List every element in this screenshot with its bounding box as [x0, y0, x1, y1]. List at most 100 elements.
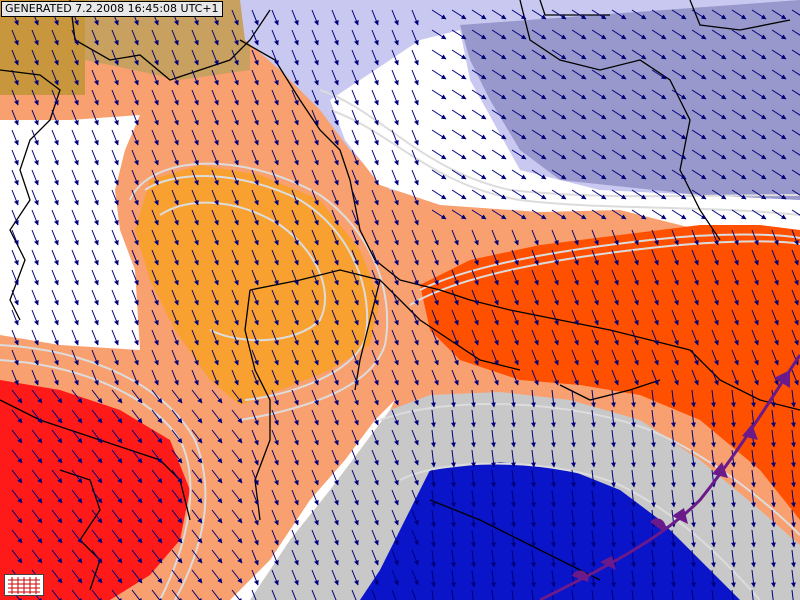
wind-arrow-icon [451, 149, 467, 160]
wind-arrow-icon [751, 229, 759, 246]
wind-arrow-icon [111, 449, 123, 464]
fill-red [0, 380, 190, 600]
wind-arrow-icon [530, 529, 536, 548]
wind-arrow-icon [211, 109, 219, 126]
wind-arrow-icon [291, 469, 299, 486]
wind-arrow-icon [91, 189, 99, 206]
wind-arrow-icon [151, 129, 159, 146]
wind-arrow-icon [391, 449, 399, 466]
wind-arrow-icon [471, 69, 487, 80]
wind-arrow-icon [490, 409, 496, 428]
wind-arrow-icon [371, 69, 379, 86]
wind-arrow-icon [450, 409, 456, 428]
wind-arrow-icon [730, 469, 736, 488]
wind-arrow-icon [191, 389, 203, 404]
wind-arrow-icon [71, 489, 83, 504]
wind-arrow-icon [571, 109, 587, 120]
wind-arrow-icon [31, 329, 39, 346]
wind-arrow-icon [411, 289, 419, 306]
wind-arrow-icon [231, 329, 239, 346]
wind-arrow-icon [691, 169, 707, 180]
wind-arrow-icon [791, 69, 800, 76]
wind-arrow-icon [590, 529, 596, 548]
wind-arrow-icon [550, 509, 556, 528]
wind-arrow-icon [291, 69, 299, 86]
wind-arrow-icon [631, 129, 647, 140]
wind-arrow-icon [591, 29, 607, 40]
wind-arrow-icon [590, 549, 596, 568]
wind-arrow-icon [750, 529, 756, 548]
wind-arrow-icon [351, 389, 359, 406]
wind-arrow-icon [171, 309, 179, 326]
wind-arrow-icon [191, 209, 199, 226]
wind-arrow-icon [591, 249, 599, 266]
wind-arrow-icon [571, 369, 579, 386]
wind-arrow-icon [791, 369, 799, 386]
wind-arrow-icon [51, 389, 63, 404]
wind-arrow-icon [671, 269, 679, 286]
wind-arrow-icon [11, 189, 19, 206]
wind-arrow-icon [391, 329, 399, 346]
wind-arrow-icon [291, 149, 299, 166]
wind-arrow-icon [471, 309, 479, 326]
wind-arrow-icon [611, 49, 627, 60]
wind-arrow-icon [131, 29, 139, 46]
wind-arrow-icon [770, 429, 776, 448]
wind-arrow-icon [710, 409, 716, 428]
wind-arrow-icon [231, 449, 243, 464]
wind-arrow-icon [171, 469, 183, 484]
wind-arrow-icon [391, 269, 399, 286]
wind-arrow-icon [231, 469, 243, 484]
wind-arrow-icon [211, 429, 223, 444]
wind-arrow-icon [291, 529, 299, 546]
wind-arrow-icon [271, 549, 279, 566]
wind-arrow-icon [271, 29, 279, 46]
wind-arrow-icon [670, 449, 676, 468]
wind-arrow-icon [430, 549, 436, 568]
wind-arrow-icon [491, 9, 507, 20]
wind-arrow-icon [551, 109, 567, 120]
wind-arrow-icon [571, 149, 587, 160]
wind-arrow-icon [771, 129, 787, 140]
wind-arrow-icon [771, 189, 787, 200]
wind-arrow-icon [590, 449, 596, 468]
wind-arrow-icon [131, 289, 139, 306]
wind-arrow-icon [391, 429, 399, 446]
wind-arrow-icon [91, 429, 103, 444]
wind-arrow-icon [91, 529, 103, 544]
wind-arrow-icon [391, 189, 399, 206]
wind-arrow-icon [751, 349, 759, 366]
wind-arrow-icon [311, 409, 319, 426]
wind-arrow-icon [791, 29, 800, 36]
wind-arrow-icon [71, 89, 79, 106]
wind-arrow-icon [91, 369, 99, 386]
wind-arrow-icon [511, 209, 527, 220]
wind-arrow-icon [690, 409, 696, 428]
wind-arrow-icon [550, 489, 556, 508]
wind-arrow-icon [770, 489, 776, 508]
wind-arrow-icon [491, 189, 507, 200]
wind-arrow-icon [571, 129, 587, 140]
wind-arrow-icon [451, 269, 459, 286]
wind-arrow-icon [411, 449, 419, 466]
wind-arrow-icon [411, 249, 419, 266]
wind-arrow-icon [51, 209, 59, 226]
wind-arrow-icon [650, 429, 656, 448]
wind-arrow-icon [791, 169, 800, 176]
wind-arrow-icon [31, 269, 39, 286]
wind-arrow-icon [51, 409, 63, 424]
wind-arrow-icon [470, 409, 476, 428]
wind-arrow-icon [371, 509, 379, 526]
wind-arrow-icon [710, 509, 716, 528]
wind-arrow-icon [591, 49, 607, 60]
wind-arrow-icon [591, 69, 607, 80]
wind-arrow-icon [11, 309, 19, 326]
wind-arrow-icon [151, 309, 159, 326]
wind-arrow-icon [271, 249, 279, 266]
wind-arrow-icon [511, 349, 519, 366]
wind-arrow-icon [511, 89, 527, 100]
wind-arrow-icon [430, 509, 436, 528]
wind-arrow-icon [731, 69, 747, 80]
wind-arrow-icon [171, 369, 179, 386]
wind-arrow-icon [51, 249, 59, 266]
